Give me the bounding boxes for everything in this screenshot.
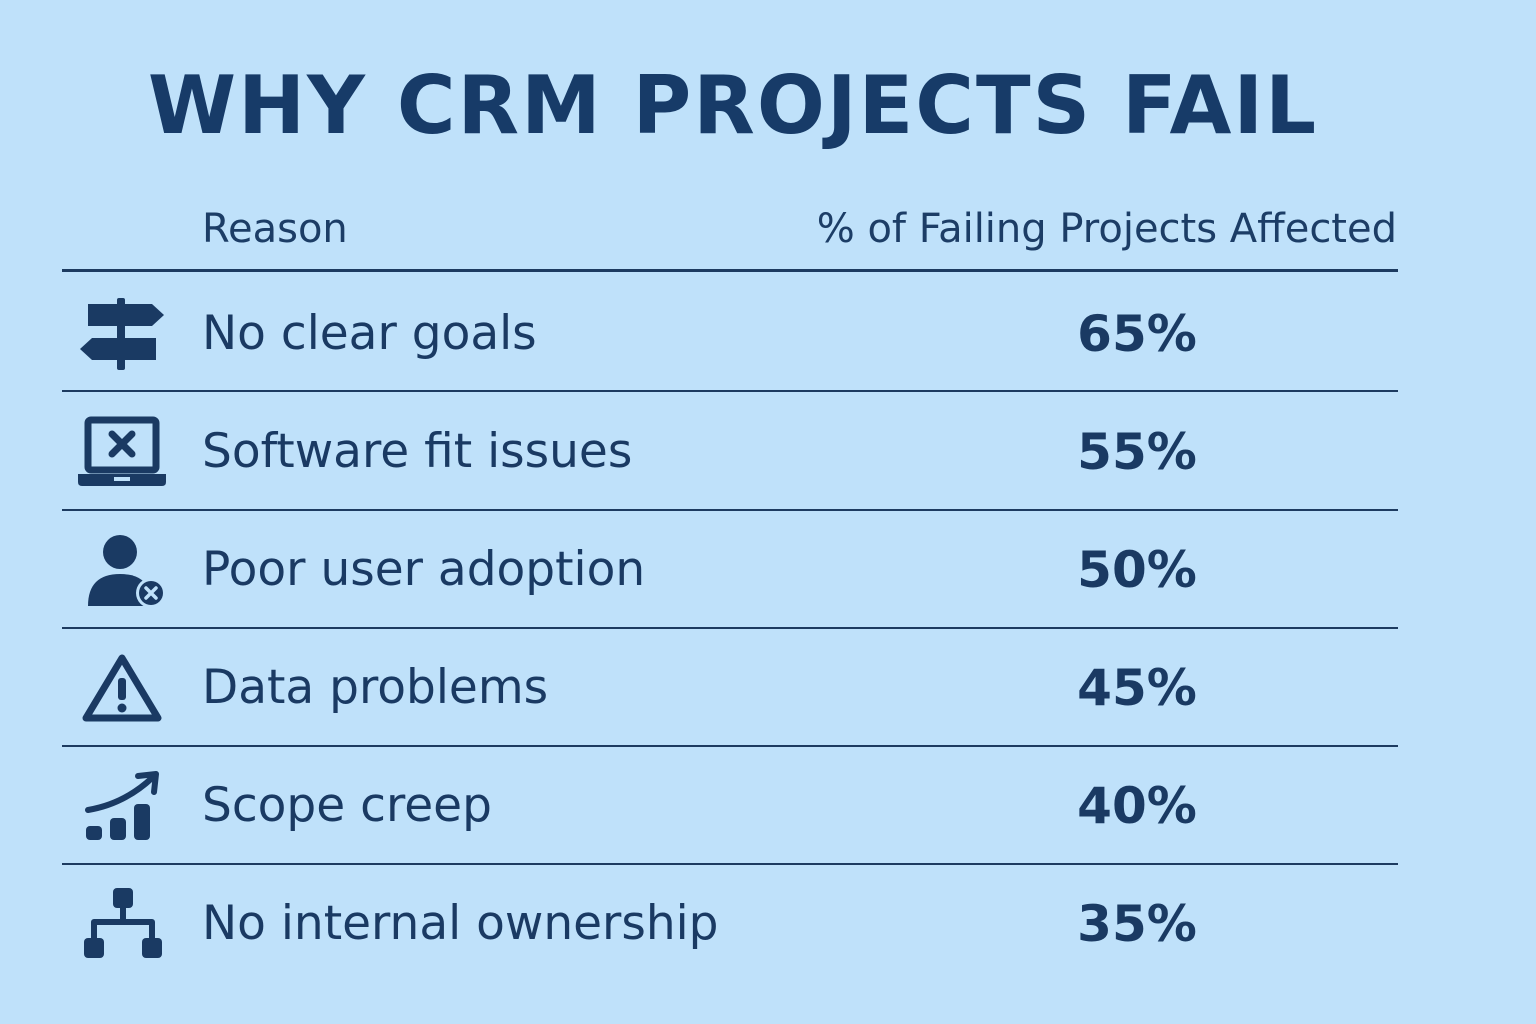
reason-label: No clear goals — [202, 306, 537, 361]
growth-chart-icon — [76, 770, 168, 842]
reason-label: Data problems — [202, 660, 549, 715]
header-divider — [62, 269, 1398, 272]
reason-label: Software fit issues — [202, 424, 633, 479]
reason-label: No internal ownership — [202, 896, 719, 951]
percent-value: 55% — [1077, 423, 1197, 481]
percent-value: 35% — [1077, 895, 1197, 953]
percent-value: 50% — [1077, 541, 1197, 599]
row-divider — [62, 627, 1398, 629]
table-row: Poor user adoption 50% — [62, 512, 1398, 628]
org-chart-icon — [76, 888, 168, 960]
table-row: Software fit issues 55% — [62, 394, 1398, 510]
row-divider — [62, 509, 1398, 511]
reason-label: Poor user adoption — [202, 542, 646, 597]
row-divider — [62, 390, 1398, 392]
user-remove-icon — [76, 534, 168, 606]
table-row: No clear goals 65% — [62, 276, 1398, 392]
table-row: Data problems 45% — [62, 630, 1398, 746]
percent-value: 40% — [1077, 777, 1197, 835]
percent-value: 65% — [1077, 305, 1197, 363]
row-divider — [62, 863, 1398, 865]
warning-triangle-icon — [76, 652, 168, 724]
table-row: Scope creep 40% — [62, 748, 1398, 864]
laptop-error-icon — [76, 416, 168, 488]
column-header-reason: Reason — [202, 206, 348, 252]
table-row: No internal ownership 35% — [62, 866, 1398, 982]
page-title: WHY CRM PROJECTS FAIL — [147, 59, 1319, 152]
signpost-icon — [76, 298, 168, 370]
percent-value: 45% — [1077, 659, 1197, 717]
row-divider — [62, 745, 1398, 747]
reason-label: Scope creep — [202, 778, 492, 833]
column-header-percent: % of Failing Projects Affected — [816, 206, 1397, 252]
